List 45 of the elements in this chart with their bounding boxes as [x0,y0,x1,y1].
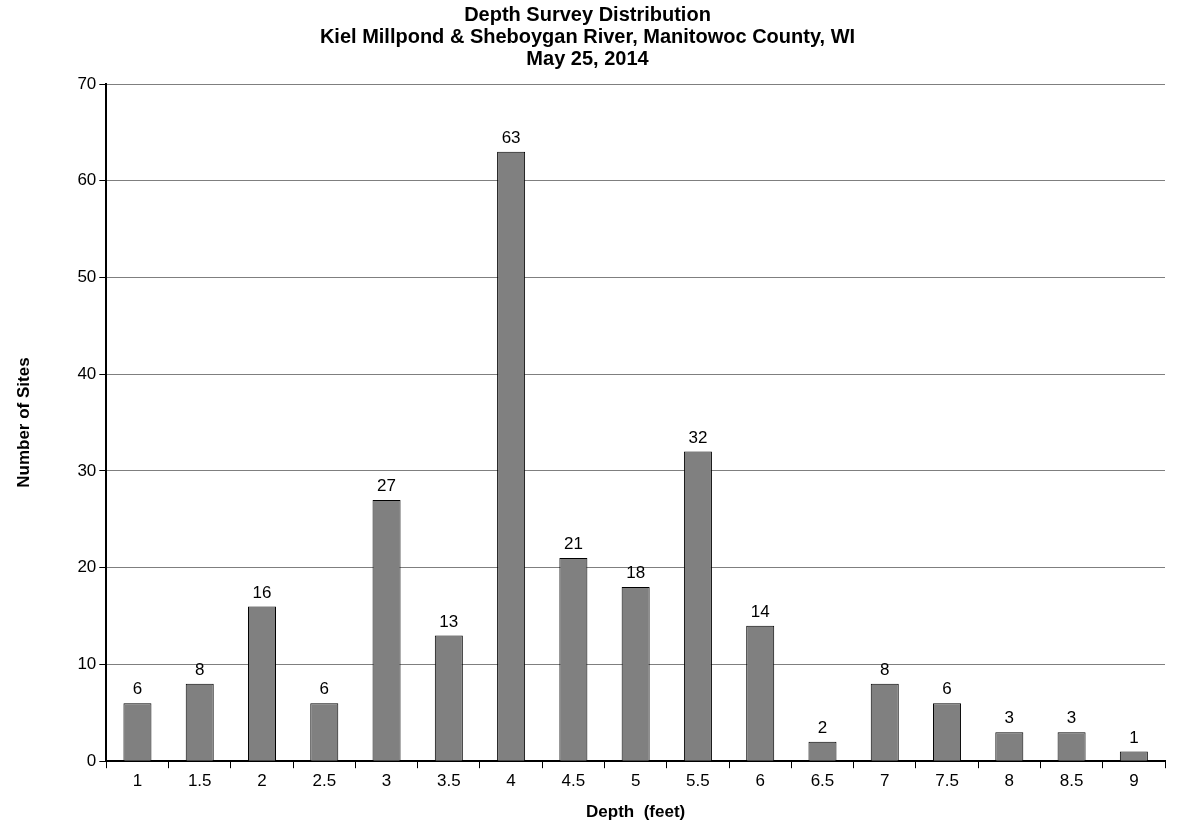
data-label: 8 [194,659,205,679]
data-label: 27 [377,476,397,496]
data-label: 2 [817,718,828,738]
data-label: 6 [132,679,143,699]
data-label: 3 [1004,708,1015,728]
x-tick-label: 7 [880,771,890,791]
data-label: 6 [942,679,952,699]
y-tick-label: 50 [77,267,97,287]
data-label: 6 [319,679,330,699]
data-label: 13 [439,611,459,631]
x-tick-label: 3 [381,771,392,791]
x-tick-label: 5 [630,771,641,791]
data-label: 3 [1066,708,1077,728]
x-tick-label: 5.5 [686,771,710,791]
y-tick-label: 30 [77,460,97,480]
data-label: 18 [626,563,646,583]
x-tick-label: 1 [132,771,143,791]
y-tick-label: 10 [77,654,97,674]
data-label: 16 [252,582,272,602]
chart-title: Depth Survey Distribution Kiel Millpond & Sheboygan River, Manitowoc County, WI May 25, 2014 [319,2,856,69]
x-tick-label: 8.5 [1059,771,1084,791]
data-label: 63 [501,127,521,147]
data-label: 8 [880,659,890,679]
y-tick-label: 0 [86,750,97,770]
data-label: 14 [750,601,770,621]
y-tick-label: 40 [77,363,97,383]
data-label: 1 [1129,727,1139,747]
x-tick-label: 1.5 [187,771,212,791]
x-tick-label: 3.5 [437,771,461,791]
x-tick-label: 8 [1004,771,1015,791]
x-tick-label: 2 [257,771,267,791]
x-tick-label: 6 [755,771,765,791]
x-axis-title: Depth (feet) [586,802,686,822]
x-tick-label: 6.5 [810,771,835,791]
y-axis-title: Number of Sites [13,357,33,488]
y-tick-label: 70 [77,73,97,93]
y-tick-label: 60 [77,170,97,190]
x-tick-label: 2.5 [312,771,337,791]
y-tick-label: 20 [77,557,97,577]
x-tick-label: 4.5 [561,771,586,791]
x-tick-label: 9 [1129,771,1139,791]
data-label: 21 [563,534,583,554]
x-tick-label: 7.5 [935,771,959,791]
x-tick-label: 4 [506,771,516,791]
data-label: 32 [688,427,708,447]
